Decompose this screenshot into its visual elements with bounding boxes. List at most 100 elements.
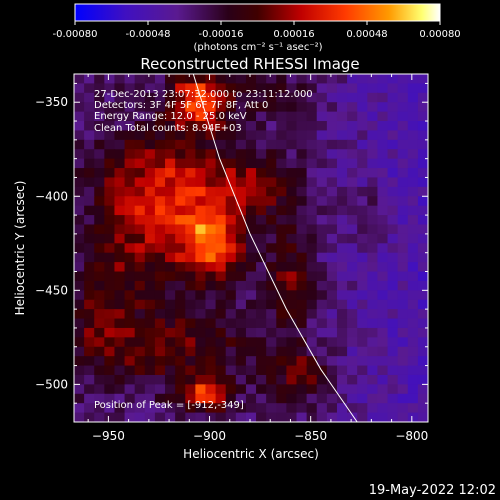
heatmap-cell [417, 111, 428, 122]
heatmap-cell [134, 215, 146, 226]
heatmap-cell [256, 327, 267, 338]
heatmap-cell [266, 177, 277, 188]
heatmap-cell [144, 196, 156, 207]
heatmap-cell [175, 403, 186, 414]
heatmap-cell [407, 74, 419, 85]
heatmap-cell [84, 168, 95, 179]
heatmap-cell [407, 271, 419, 282]
heatmap-cell [144, 92, 156, 103]
colorbar-tick-label: 0.00016 [273, 29, 314, 40]
heatmap-cell [276, 130, 287, 141]
heatmap-cell [144, 346, 156, 357]
heatmap-cell [387, 92, 399, 103]
heatmap-cell [397, 168, 409, 179]
heatmap-cell [286, 74, 298, 85]
heatmap-cell [286, 121, 298, 132]
heatmap-cell [245, 403, 257, 414]
heatmap-cell [195, 196, 207, 207]
heatmap-cell [387, 186, 399, 197]
heatmap-cell [397, 262, 409, 273]
heatmap-cell [84, 83, 95, 94]
heatmap-cell [306, 224, 318, 235]
heatmap-cell [104, 92, 116, 103]
heatmap-cell [215, 121, 227, 132]
heatmap-cell [235, 215, 247, 226]
annotation-energy-range: Energy Range: 12.0 - 25.0 keV [94, 111, 247, 122]
heatmap-cell [326, 356, 338, 367]
heatmap-cell [276, 168, 287, 179]
heatmap-cell [104, 233, 116, 244]
heatmap-cell [417, 196, 428, 207]
heatmap-cell [215, 149, 227, 160]
heatmap-cell [154, 262, 166, 273]
heatmap-cell [336, 92, 348, 103]
heatmap-cell [225, 271, 237, 282]
heatmap-cell [326, 384, 338, 395]
heatmap-cell [347, 102, 358, 113]
heatmap-cell [185, 215, 196, 226]
heatmap-cell [245, 205, 257, 216]
heatmap-cell [215, 243, 227, 254]
heatmap-cell [84, 233, 95, 244]
heatmap-cell [104, 356, 116, 367]
heatmap-cell [165, 215, 176, 226]
heatmap-cell [205, 252, 217, 263]
heatmap-cell [316, 290, 328, 301]
heatmap-cell [377, 186, 389, 197]
heatmap-cell [134, 196, 146, 207]
heatmap-cell [144, 121, 156, 132]
heatmap-cell [256, 262, 267, 273]
plot-frame [73, 73, 429, 423]
heatmap-cell [397, 111, 409, 122]
heatmap-cell [84, 149, 95, 160]
heatmap-cell [296, 196, 308, 207]
heatmap-cell [225, 130, 237, 141]
heatmap-cell [245, 196, 257, 207]
heatmap-cell [256, 158, 267, 169]
heatmap-cell [104, 111, 116, 122]
heatmap-cell [336, 318, 348, 329]
heatmap-cell [286, 224, 298, 235]
heatmap-cell [407, 365, 419, 376]
heatmap-cell [235, 139, 247, 150]
heatmap-cell [215, 215, 227, 226]
heatmap-cell [387, 243, 399, 254]
heatmap-cell [387, 271, 399, 282]
heatmap-cell [134, 412, 146, 422]
heatmap-cell [124, 346, 136, 357]
y-tick-label: −350 [35, 95, 68, 109]
heatmap-cell [134, 177, 146, 188]
heatmap-cell [367, 365, 379, 376]
heatmap-cell [134, 158, 146, 169]
heatmap-cell [185, 92, 196, 103]
heatmap-cell [205, 309, 217, 320]
heatmap-cell [367, 280, 379, 291]
heatmap-cell [367, 374, 379, 385]
heatmap-cell [165, 337, 176, 348]
heatmap-cell [256, 215, 267, 226]
heatmap-cell [367, 384, 379, 395]
heatmap-cell [195, 412, 207, 422]
heatmap-cell [367, 299, 379, 310]
heatmap-cell [185, 243, 196, 254]
heatmap-cell [94, 139, 105, 150]
heatmap-cell [316, 384, 328, 395]
heatmap-cell [397, 158, 409, 169]
heatmap-cell [266, 215, 277, 226]
heatmap-cell [124, 374, 136, 385]
heatmap-cell [185, 346, 196, 357]
x-axis-label: Heliocentric X (arcsec) [183, 447, 319, 461]
heatmap-cell [205, 271, 217, 282]
heatmap-cell [154, 271, 166, 282]
heatmap-cell [306, 205, 318, 216]
heatmap-cell [417, 290, 428, 301]
heatmap-cell [326, 280, 338, 291]
heatmap-cell [245, 327, 257, 338]
heatmap-cell [316, 327, 328, 338]
heatmap-cell [195, 280, 207, 291]
heatmap-cell [225, 412, 237, 422]
heatmap-cell [114, 271, 126, 282]
heatmap-cell [185, 290, 196, 301]
y-axis-label: Heliocentric Y (arcsec) [13, 181, 27, 316]
heatmap-cell [114, 233, 126, 244]
